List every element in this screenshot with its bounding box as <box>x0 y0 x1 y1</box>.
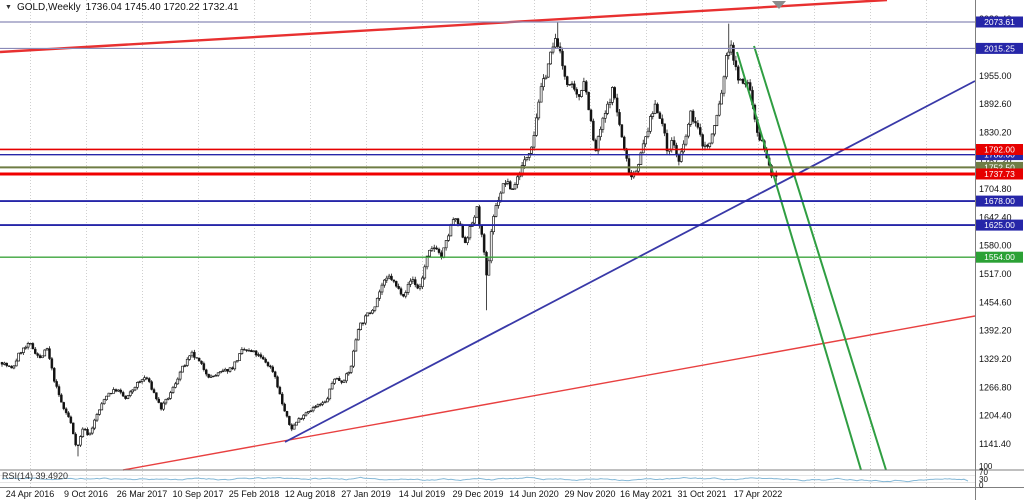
price-tag-1678.00: 1678.00 <box>976 195 1023 207</box>
rsi-line <box>1 476 969 483</box>
price-tick-1392.20: 1392.20 <box>979 326 1012 336</box>
trendline-rising-resistance-red-upper[interactable] <box>0 0 888 54</box>
price-tag-2015.25: 2015.25 <box>976 42 1023 54</box>
arrow-down-annotation-icon[interactable] <box>772 1 786 9</box>
price-axis[interactable]: 2080.402018.001955.001892.601830.201767.… <box>979 14 1012 449</box>
price-tag-1625.00: 1625.00 <box>976 219 1023 231</box>
date-label-3: 10 Sep 2017 <box>172 489 223 499</box>
rsi-indicator-label: RSI(14) 39.4920 <box>2 471 69 481</box>
ohlc-values: 1736.04 1745.40 1720.22 1732.41 <box>85 2 239 13</box>
date-label-7: 14 Jul 2019 <box>399 489 446 499</box>
svg-text:2073.61: 2073.61 <box>984 17 1015 27</box>
trendline-descending-channel-green-left[interactable] <box>736 51 862 471</box>
price-tag-1792.00: 1792.00 <box>976 144 1023 155</box>
price-tick-1704.80: 1704.80 <box>979 184 1012 194</box>
price-tag-1752.50: 1752.50 <box>976 161 1023 173</box>
candles-bearish <box>0 38 778 446</box>
svg-text:1625.00: 1625.00 <box>984 220 1015 230</box>
price-tick-1266.80: 1266.80 <box>979 382 1012 392</box>
svg-text:2015.25: 2015.25 <box>984 43 1015 53</box>
price-tick-1580.00: 1580.00 <box>979 241 1012 251</box>
candlestick-series <box>0 21 778 457</box>
date-label-13: 17 Apr 2022 <box>734 489 783 499</box>
price-tick-1141.40: 1141.40 <box>979 439 1011 449</box>
price-level-tags: 1780.601752.501792.001737.732073.612015.… <box>976 16 1023 263</box>
rsi-scale-100: 100 <box>979 462 993 471</box>
horizontal-levels <box>0 21 975 258</box>
date-label-11: 16 May 2021 <box>620 489 672 499</box>
date-label-0: 24 Apr 2016 <box>6 489 55 499</box>
date-label-9: 14 Jun 2020 <box>509 489 559 499</box>
price-tick-1329.20: 1329.20 <box>979 354 1012 364</box>
rsi-scale-30: 30 <box>979 475 988 484</box>
candles-bullish <box>3 38 776 446</box>
trendline-rising-trendline-blue[interactable] <box>284 80 976 443</box>
svg-text:1554.00: 1554.00 <box>984 252 1015 262</box>
trendline-descending-channel-green-right[interactable] <box>753 45 887 471</box>
rsi-scale-70: 70 <box>979 468 988 477</box>
time-axis[interactable]: 24 Apr 2016 9 Oct 2016 26 Mar 2017 10 Sep 2… <box>6 489 783 499</box>
price-tick-1517.00: 1517.00 <box>979 269 1012 279</box>
svg-text:1678.00: 1678.00 <box>984 196 1015 206</box>
date-label-10: 29 Nov 2020 <box>564 489 615 499</box>
symbol-timeframe-label: GOLD,Weekly <box>16 2 81 13</box>
trendline-rising-support-red-lower[interactable] <box>122 315 976 471</box>
date-label-1: 9 Oct 2016 <box>64 489 108 499</box>
date-label-12: 31 Oct 2021 <box>677 489 726 499</box>
price-tick-1642.40: 1642.40 <box>979 212 1012 222</box>
price-tick-1454.60: 1454.60 <box>979 297 1012 307</box>
date-label-6: 27 Jan 2019 <box>341 489 391 499</box>
date-label-8: 29 Dec 2019 <box>452 489 503 499</box>
trendlines <box>0 0 976 471</box>
svg-text:1752.50: 1752.50 <box>984 162 1015 172</box>
price-tick-1830.20: 1830.20 <box>979 127 1012 137</box>
svg-text:1737.73: 1737.73 <box>984 169 1015 179</box>
price-tick-1892.60: 1892.60 <box>979 99 1012 109</box>
date-label-4: 25 Feb 2018 <box>229 489 280 499</box>
svg-text:1792.00: 1792.00 <box>984 144 1015 154</box>
rsi-scale-0: 0 <box>979 481 984 490</box>
price-tag-2073.61: 2073.61 <box>976 16 1023 28</box>
chart-title: ▼ GOLD,Weekly 1736.04 1745.40 1720.22 17… <box>5 2 239 13</box>
price-tick-1767.20: 1767.20 <box>979 156 1012 166</box>
price-tick-1204.40: 1204.40 <box>979 411 1012 421</box>
price-tag-1737.73: 1737.73 <box>976 168 1023 180</box>
price-tick-1955.00: 1955.00 <box>979 71 1012 81</box>
grid-lines <box>30 0 927 488</box>
date-label-5: 12 Aug 2018 <box>285 489 336 499</box>
symbol-dropdown-icon[interactable]: ▼ <box>5 3 12 11</box>
price-tag-1554.00: 1554.00 <box>976 251 1023 263</box>
date-label-2: 26 Mar 2017 <box>117 489 168 499</box>
